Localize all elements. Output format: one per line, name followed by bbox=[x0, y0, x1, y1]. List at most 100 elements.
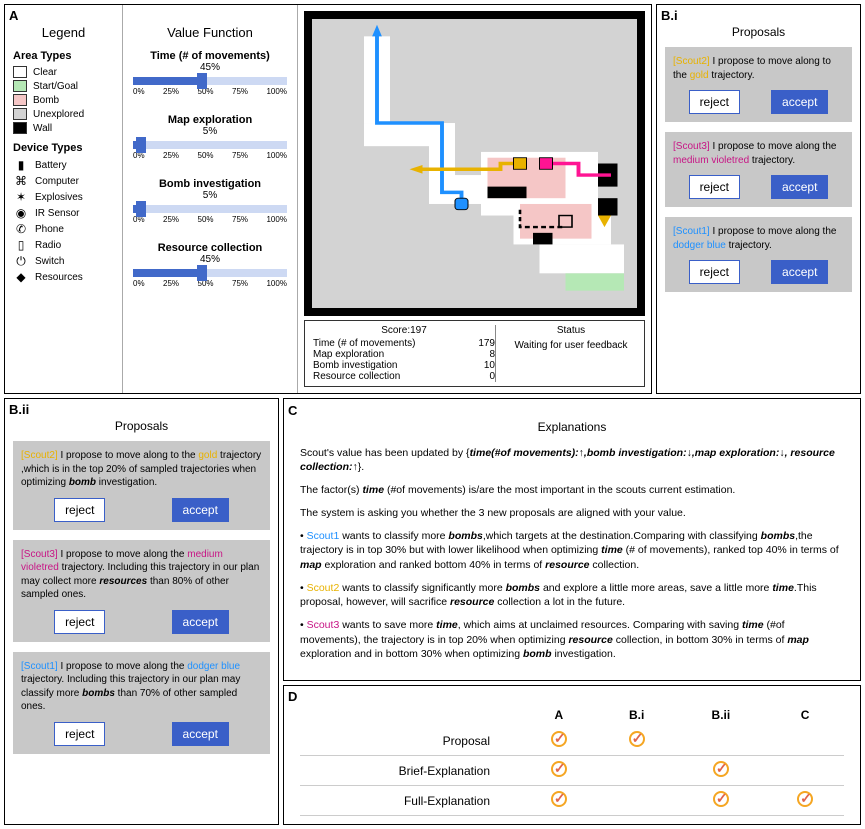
phone-icon: ✆ bbox=[13, 222, 29, 236]
check-cell bbox=[766, 756, 844, 786]
legend-title: Legend bbox=[13, 25, 114, 40]
slider-label: Bomb investigation bbox=[133, 178, 287, 190]
reject-button[interactable]: reject bbox=[689, 175, 740, 199]
score-row: Bomb investigation10 bbox=[313, 360, 495, 371]
check-cell bbox=[598, 726, 676, 756]
slider-track[interactable] bbox=[133, 269, 287, 277]
check-icon bbox=[713, 761, 729, 777]
legend-device-row: ⌘Computer bbox=[13, 174, 114, 188]
panel-bii: B.ii Proposals [Scout2] I propose to mov… bbox=[4, 398, 279, 825]
row-label: Brief-Explanation bbox=[300, 756, 520, 786]
area-label: Clear bbox=[33, 67, 57, 78]
map-grid bbox=[312, 19, 637, 308]
legend-device-row: ✆Phone bbox=[13, 222, 114, 236]
score-row: Map exploration8 bbox=[313, 349, 495, 360]
panel-c: C Explanations Scout's value has been up… bbox=[283, 398, 861, 681]
table-header: B.i bbox=[598, 704, 676, 726]
scout-tag: [Scout1] bbox=[673, 226, 710, 237]
row-label: Full-Explanation bbox=[300, 786, 520, 816]
slider-thumb[interactable] bbox=[197, 73, 207, 89]
reject-button[interactable]: reject bbox=[54, 498, 105, 522]
check-cell bbox=[766, 786, 844, 816]
device-label: Battery bbox=[35, 160, 67, 171]
area-swatch bbox=[13, 94, 27, 106]
check-icon bbox=[551, 731, 567, 747]
explanations-title: Explanations bbox=[300, 419, 844, 436]
slider-group: Resource collection 45% 0%25%50%75%100% bbox=[133, 242, 287, 288]
radio-icon: ▯ bbox=[13, 238, 29, 252]
panel-d-label: D bbox=[288, 689, 297, 704]
accept-button[interactable]: accept bbox=[172, 722, 229, 746]
slider-value: 5% bbox=[133, 190, 287, 201]
reject-button[interactable]: reject bbox=[54, 610, 105, 634]
slider-thumb[interactable] bbox=[136, 137, 146, 153]
check-icon bbox=[551, 791, 567, 807]
area-swatch bbox=[13, 108, 27, 120]
table-header: B.ii bbox=[676, 704, 767, 726]
proposal-card: [Scout1] I propose to move along the dod… bbox=[665, 217, 852, 292]
area-swatch bbox=[13, 66, 27, 78]
panel-a-label: A bbox=[9, 8, 18, 23]
accept-button[interactable]: accept bbox=[172, 498, 229, 522]
slider-thumb[interactable] bbox=[136, 201, 146, 217]
reject-button[interactable]: reject bbox=[54, 722, 105, 746]
explanation-scout1: • Scout1 wants to classify more bombs,wh… bbox=[300, 529, 844, 573]
score-row: Resource collection0 bbox=[313, 371, 495, 382]
slider-track[interactable] bbox=[133, 141, 287, 149]
score-row: Time (# of movements)179 bbox=[313, 338, 495, 349]
legend-area-row: Wall bbox=[13, 122, 114, 134]
panel-c-label: C bbox=[288, 402, 297, 420]
panel-bi: B.i Proposals [Scout2] I propose to move… bbox=[656, 4, 861, 394]
area-label: Wall bbox=[33, 123, 52, 134]
proposals-bii-title: Proposals bbox=[13, 419, 270, 433]
area-label: Start/Goal bbox=[33, 81, 78, 92]
table-row: Brief-Explanation bbox=[300, 756, 844, 786]
proposals-bi-title: Proposals bbox=[665, 25, 852, 39]
slider-track[interactable] bbox=[133, 77, 287, 85]
explanation-scout3: • Scout3 wants to save more time, which … bbox=[300, 618, 844, 662]
explanation-p1: Scout's value has been updated by {time(… bbox=[300, 446, 844, 475]
slider-value: 45% bbox=[133, 62, 287, 73]
scout-tag: [Scout2] bbox=[21, 450, 58, 461]
reject-button[interactable]: reject bbox=[689, 260, 740, 284]
check-cell bbox=[520, 726, 598, 756]
resources-icon: ◆ bbox=[13, 270, 29, 284]
legend-area-row: Start/Goal bbox=[13, 80, 114, 92]
table-row: Proposal bbox=[300, 726, 844, 756]
accept-button[interactable]: accept bbox=[172, 610, 229, 634]
proposal-card: [Scout3] I propose to move along the med… bbox=[665, 132, 852, 207]
panel-a: A Legend Area Types ClearStart/GoalBombU… bbox=[4, 4, 652, 394]
device-label: Radio bbox=[35, 240, 61, 251]
slider-value: 5% bbox=[133, 126, 287, 137]
legend-device-row: ▯ Radio bbox=[13, 238, 114, 252]
ir-sensor-icon: ◉ bbox=[13, 206, 29, 220]
scout-tag: [Scout3] bbox=[673, 141, 710, 152]
value-function-title: Value Function bbox=[133, 25, 287, 40]
device-label: Switch bbox=[35, 256, 64, 267]
device-label: IR Sensor bbox=[35, 208, 79, 219]
accept-button[interactable]: accept bbox=[771, 90, 828, 114]
panel-d: D AB.iB.iiC ProposalBrief-ExplanationFul… bbox=[283, 685, 861, 825]
check-cell bbox=[520, 786, 598, 816]
legend-device-row: ◆ Resources bbox=[13, 270, 114, 284]
reject-button[interactable]: reject bbox=[689, 90, 740, 114]
accept-button[interactable]: accept bbox=[771, 175, 828, 199]
slider-label: Time (# of movements) bbox=[133, 50, 287, 62]
row-label: Proposal bbox=[300, 726, 520, 756]
score-title: Score:197 bbox=[313, 325, 495, 336]
proposal-card: [Scout2] I propose to move along to the … bbox=[665, 47, 852, 122]
slider-group: Map exploration 5% 0%25%50%75%100% bbox=[133, 114, 287, 160]
switch-icon: ⏻ bbox=[13, 254, 29, 268]
check-icon bbox=[629, 731, 645, 747]
area-swatch bbox=[13, 80, 27, 92]
proposal-card: [Scout3] I propose to move along the med… bbox=[13, 540, 270, 642]
legend-device-row: ▮Battery bbox=[13, 158, 114, 172]
table-header: C bbox=[766, 704, 844, 726]
slider-thumb[interactable] bbox=[197, 265, 207, 281]
device-label: Resources bbox=[35, 272, 83, 283]
slider-label: Resource collection bbox=[133, 242, 287, 254]
explanation-p2: The factor(s) time (#of movements) is/ar… bbox=[300, 483, 844, 498]
accept-button[interactable]: accept bbox=[771, 260, 828, 284]
legend-area-row: Bomb bbox=[13, 94, 114, 106]
slider-track[interactable] bbox=[133, 205, 287, 213]
